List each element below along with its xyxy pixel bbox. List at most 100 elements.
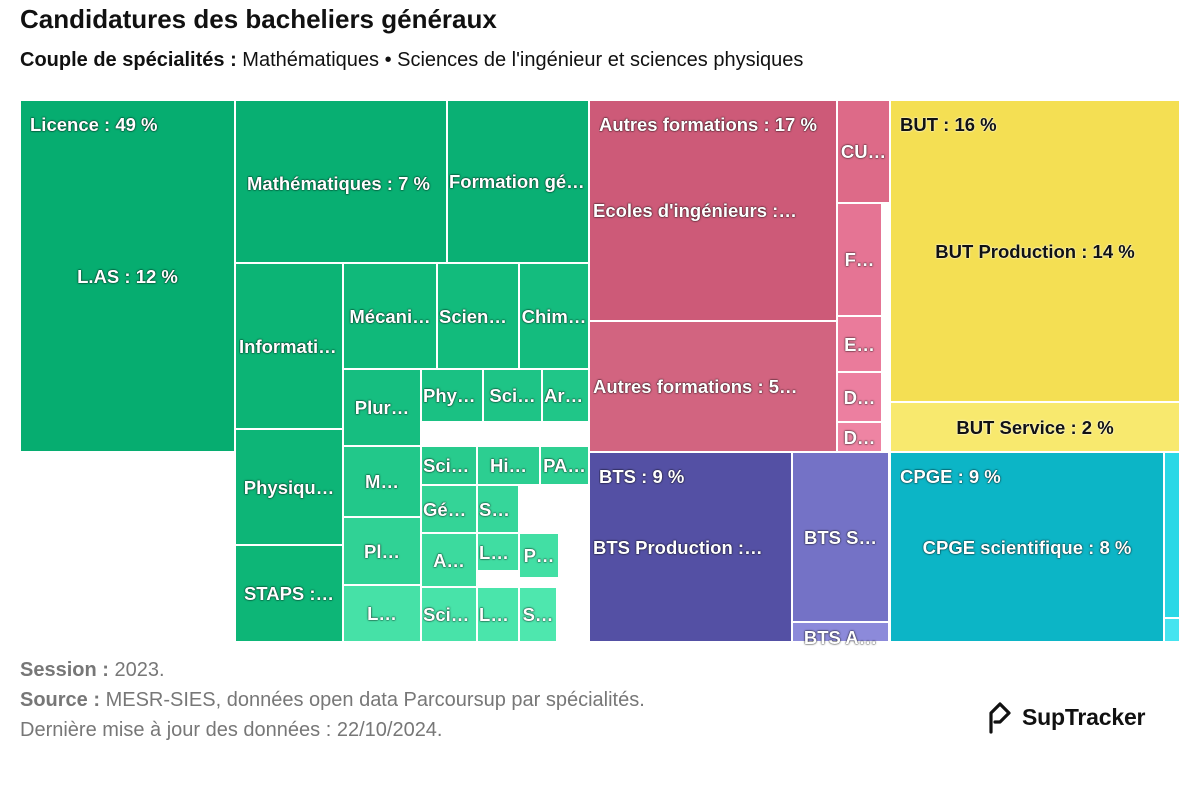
update-line: Dernière mise à jour des données : 22/10… (20, 719, 443, 741)
brand-name: SupTracker (1022, 703, 1146, 730)
treemap-tile[interactable] (235, 429, 343, 545)
chart-footer: Session : 2023. Source : MESR-SIES, donn… (20, 655, 645, 745)
treemap-tile[interactable] (421, 446, 477, 485)
treemap-tile[interactable] (421, 587, 477, 642)
treemap-tile[interactable] (343, 369, 421, 446)
tile-label: Physiqu… (243, 476, 335, 498)
treemap-tile[interactable] (589, 321, 837, 452)
tile-label: Hi… (490, 455, 527, 476)
treemap-tile[interactable] (837, 372, 882, 422)
tile-label: Mathématiques : 7 % (247, 173, 430, 194)
tile-label: Scienc… (439, 305, 517, 327)
tile-label: Art… (544, 385, 587, 406)
treemap-tile[interactable] (890, 100, 1180, 402)
tile-label: STAPS :… (243, 583, 335, 604)
tile-label: BUT Service : 2 % (956, 416, 1114, 438)
suptracker-logo-icon (989, 702, 1011, 734)
treemap-tile[interactable] (1164, 618, 1180, 642)
treemap-tile[interactable] (235, 545, 343, 642)
chart-subtitle: Couple de spécialités : Mathématiques • … (20, 49, 803, 72)
chart-title: Candidatures des bacheliers généraux (20, 4, 497, 34)
subtitle-label: Couple de spécialités : (20, 49, 237, 71)
tile-label: L… (367, 603, 397, 624)
treemap-tile[interactable] (792, 452, 889, 622)
tile-label: Mécani… (349, 305, 431, 327)
treemap-tile[interactable] (589, 100, 837, 321)
treemap-tile[interactable] (477, 446, 540, 485)
treemap-tile[interactable] (20, 100, 235, 452)
tile-label: Autres formations : 5… (593, 376, 798, 397)
tile-label: BTS A… (803, 627, 878, 648)
treemap-tile[interactable] (837, 100, 890, 203)
tile-label: CU… (840, 141, 887, 162)
tile-label: BTS S… (804, 526, 877, 548)
treemap-tile[interactable] (792, 622, 889, 642)
treemap-tile[interactable] (1164, 452, 1180, 618)
treemap-tile[interactable] (519, 263, 589, 369)
tile-label: BTS Production :… (593, 536, 763, 558)
tile-label: Formation généra… (449, 171, 587, 192)
treemap-tile[interactable] (837, 203, 882, 316)
treemap-tile[interactable] (589, 452, 792, 642)
tile-label: E… (844, 333, 875, 355)
subtitle-value: Mathématiques • Sciences de l'ingénieur … (236, 49, 804, 71)
tile-label: D… (843, 386, 876, 408)
tile-label: Scie… (423, 455, 475, 476)
tile-label: Géni… (423, 498, 475, 520)
tile-label: BUT Production : 14 % (935, 240, 1135, 262)
tile-label: La… (479, 604, 517, 625)
session-line: Session : 2023. (20, 655, 645, 685)
tile-label: M… (365, 471, 399, 492)
treemap-tile[interactable] (421, 485, 477, 533)
treemap-tile[interactable] (837, 422, 882, 452)
tile-label: Informatiq… (239, 335, 339, 357)
group-label: BTS : 9 % (599, 466, 685, 487)
tile-label: Sci… (489, 385, 536, 406)
brand: SupTracker (986, 700, 1145, 734)
tile-label: LE… (479, 541, 517, 563)
tile-label: Pl… (364, 540, 400, 562)
treemap-tile[interactable] (343, 517, 421, 585)
tile-label: P… (523, 545, 555, 566)
treemap-tile[interactable] (477, 587, 519, 642)
treemap-tile[interactable] (540, 446, 589, 485)
treemap-tile[interactable] (483, 369, 542, 422)
treemap-tile[interactable] (477, 533, 519, 571)
treemap-tile[interactable] (343, 585, 421, 642)
treemap-tile[interactable] (837, 316, 882, 372)
session-label: Session : (20, 659, 109, 681)
tile-label: L.AS : 12 % (77, 265, 178, 287)
tile-label: Phys… (423, 385, 481, 406)
treemap: L.AS : 12 % Mathématiques : 7 % Formation … (20, 100, 1180, 648)
tile-label: Chim… (521, 305, 587, 327)
tile-label: CPGE scientifique : 8 % (922, 536, 1132, 558)
treemap-tile[interactable] (519, 533, 559, 578)
tile-label: A… (433, 549, 465, 571)
group-label: Licence : 49 % (30, 114, 158, 135)
treemap-tile[interactable] (477, 485, 519, 533)
source-value: MESR-SIES, données open data Parcoursup … (100, 689, 645, 711)
treemap-tile[interactable] (890, 402, 1180, 452)
tile-label: Scie… (423, 604, 475, 625)
treemap-tile[interactable] (519, 587, 557, 642)
treemap-tile[interactable] (447, 100, 589, 263)
treemap-tile[interactable] (421, 533, 477, 587)
group-label: BUT : 16 % (900, 114, 997, 135)
group-label: CPGE : 9 % (900, 466, 1001, 487)
group-label: Autres formations : 17 % (599, 114, 817, 135)
tile-label: D… (843, 427, 876, 448)
tile-label: PA… (543, 455, 586, 476)
tile-label: Ecoles d'ingénieurs :… (593, 200, 797, 221)
tile-label: F… (844, 249, 875, 270)
session-value: 2023. (108, 659, 165, 681)
treemap-tile[interactable] (235, 263, 343, 429)
treemap-tile[interactable] (421, 369, 483, 422)
treemap-tile[interactable] (235, 100, 447, 263)
treemap-tile[interactable] (542, 369, 589, 422)
tile-label: Plur… (354, 397, 410, 418)
treemap-tile[interactable] (343, 446, 421, 517)
treemap-tile[interactable] (437, 263, 519, 369)
source-label: Source : (20, 689, 101, 711)
treemap-tile[interactable] (890, 452, 1164, 642)
treemap-tile[interactable] (343, 263, 437, 369)
